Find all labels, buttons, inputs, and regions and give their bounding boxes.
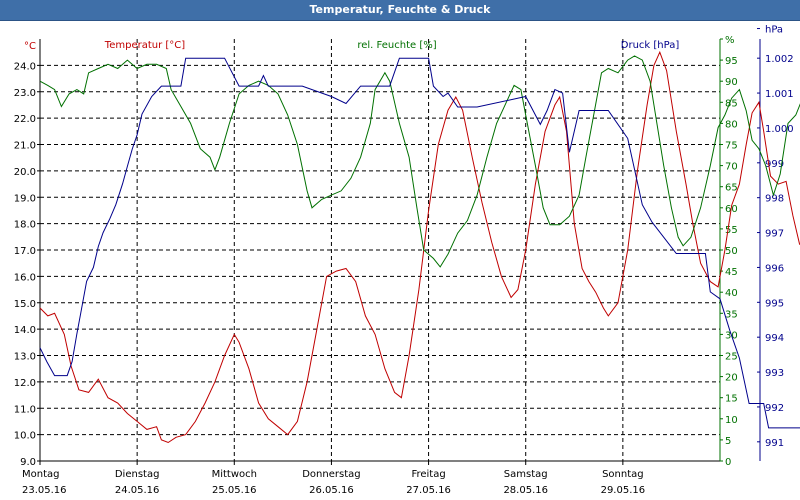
pressure-tick-label: 992 — [765, 403, 784, 414]
temp-tick-label: 12.0 — [14, 378, 36, 389]
temp-tick-label: 18.0 — [14, 220, 36, 231]
humidity-tick-label: 15 — [725, 394, 738, 405]
temp-tick-label: 19.0 — [14, 193, 36, 204]
x-day-label: Samstag — [504, 469, 548, 480]
legend-temperature: Temperatur [°C] — [104, 40, 185, 51]
pressure-tick-label: 991 — [765, 438, 784, 449]
x-day-label: Mittwoch — [212, 469, 257, 480]
series-lines — [39, 50, 800, 444]
humidity-tick-label: 75 — [725, 141, 738, 152]
pressure-tick-label: 993 — [765, 368, 784, 379]
x-axis-labels: Montag 23.05.16 Dienstag 24.05.16 Mittwoch 25… — [22, 461, 645, 496]
weather-chart: 9.0 10.0 11.0 12.0 13.0 14.0 15.0 16.0 17.0 18.0 1… — [0, 21, 800, 500]
humidity-tick-label: % — [725, 35, 735, 46]
legend: Temperatur [°C] rel. Feuchte [%] Druck [hP… — [104, 40, 680, 51]
x-date-label: 28.05.16 — [503, 485, 548, 496]
humidity-tick-label: 10 — [725, 415, 738, 426]
temp-tick-label: 11.0 — [14, 404, 36, 415]
temp-tick-label: 21.0 — [14, 141, 36, 152]
pressure-line — [39, 57, 800, 429]
temp-tick-label: 15.0 — [14, 299, 36, 310]
humidity-tick-label: 35 — [725, 309, 738, 320]
x-date-label: 24.05.16 — [115, 485, 160, 496]
legend-humidity: rel. Feuchte [%] — [357, 40, 436, 51]
legend-pressure: Druck [hPa] — [621, 40, 680, 51]
pressure-tick-label: 996 — [765, 263, 784, 274]
x-date-label: 25.05.16 — [212, 485, 257, 496]
humidity-tick-label: 85 — [725, 98, 738, 109]
x-date-label: 29.05.16 — [601, 485, 646, 496]
pressure-tick-label: 995 — [765, 298, 784, 309]
temp-tick-label: 20.0 — [14, 167, 36, 178]
x-date-label: 23.05.16 — [22, 485, 67, 496]
x-day-label: Dienstag — [115, 469, 160, 480]
x-day-label: Donnerstag — [302, 469, 360, 480]
humidity-tick-label: 50 — [725, 246, 738, 257]
x-date-label: 26.05.16 — [309, 485, 354, 496]
temp-tick-label: 10.0 — [14, 431, 36, 442]
humidity-tick-label: 55 — [725, 225, 738, 236]
pressure-tick-label: hPa — [765, 25, 783, 36]
humidity-tick-label: 40 — [725, 288, 738, 299]
pressure-tick-label: 1.002 — [765, 54, 794, 65]
pressure-tick-label: 999 — [765, 159, 784, 170]
humidity-tick-label: 20 — [725, 373, 738, 384]
humidity-tick-label: 0 — [725, 457, 731, 468]
temp-tick-label: 16.0 — [14, 272, 36, 283]
pressure-tick-label: 997 — [765, 229, 784, 240]
chart-background — [0, 21, 800, 500]
temp-tick-label: 13.0 — [14, 352, 36, 363]
pressure-tick-label: 1.000 — [765, 124, 794, 135]
pressure-tick-label: 998 — [765, 194, 784, 205]
humidity-tick-label: 90 — [725, 77, 738, 88]
humidity-tick-label: 65 — [725, 183, 738, 194]
x-date-label: 27.05.16 — [406, 485, 451, 496]
x-day-label: Freitag — [411, 469, 445, 480]
temp-tick-label: 17.0 — [14, 246, 36, 257]
humidity-tick-label: 5 — [725, 436, 731, 447]
temp-tick-label: 23.0 — [14, 88, 36, 99]
humidity-tick-label: 45 — [725, 267, 738, 278]
temp-tick-label: 14.0 — [14, 325, 36, 336]
tick-labels: 9.0 10.0 11.0 12.0 13.0 14.0 15.0 16.0 17.0 18.0 1… — [14, 25, 794, 468]
temp-tick-label: 9.0 — [20, 457, 36, 468]
temp-tick-label: 22.0 — [14, 114, 36, 125]
x-day-label: Sonntag — [602, 469, 644, 480]
humidity-tick-label: 95 — [725, 56, 738, 67]
pressure-tick-label: 1.001 — [765, 89, 794, 100]
pressure-tick-label: 994 — [765, 333, 784, 344]
temperature-line — [39, 50, 800, 444]
temp-tick-label: 24.0 — [14, 61, 36, 72]
humidity-line — [39, 55, 800, 268]
x-day-label: Montag — [22, 469, 59, 480]
window-title: Temperatur, Feuchte & Druck — [0, 0, 800, 21]
temp-unit-label: °C — [24, 41, 36, 52]
humidity-tick-label: 70 — [725, 162, 738, 173]
humidity-tick-label: 25 — [725, 352, 738, 363]
humidity-tick-label: 80 — [725, 119, 738, 130]
